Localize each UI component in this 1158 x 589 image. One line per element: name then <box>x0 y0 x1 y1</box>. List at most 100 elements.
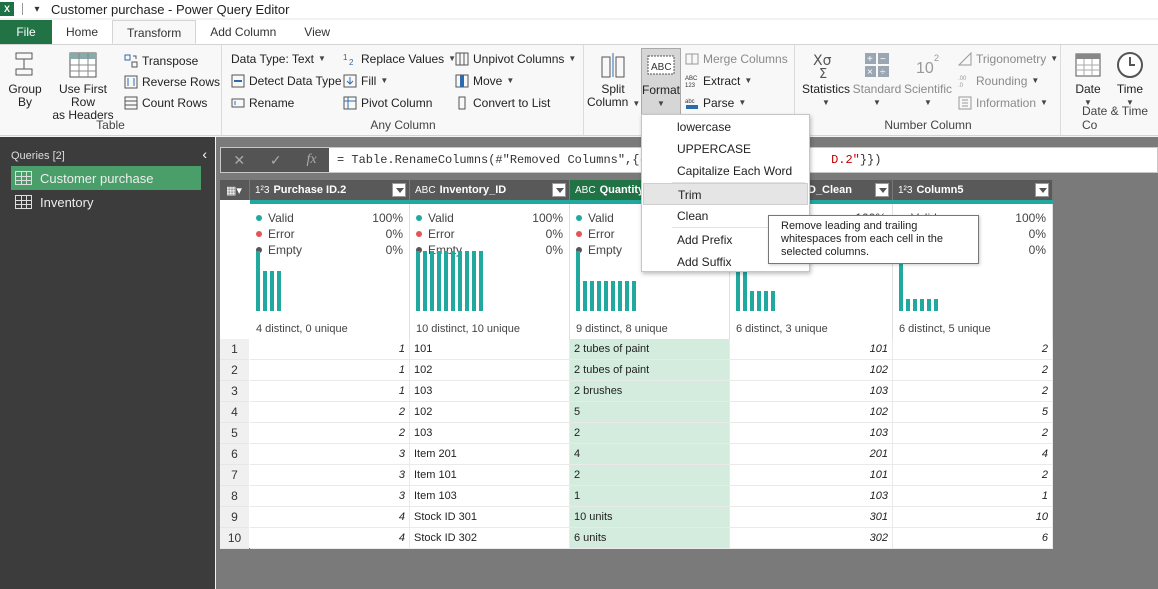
use-first-row-button[interactable]: Use First Row as Headers <box>46 51 120 122</box>
distribution-bar[interactable] <box>750 291 754 311</box>
table-cell[interactable]: 101 <box>730 339 893 360</box>
format-button[interactable]: ABC Format ▼ <box>641 48 681 116</box>
menu-item-clean[interactable]: Clean <box>677 209 709 223</box>
distribution-bar[interactable] <box>458 251 462 311</box>
table-cell[interactable]: 2 <box>250 423 410 444</box>
distribution-bar[interactable] <box>611 281 615 311</box>
menu-item-capitalize[interactable]: Capitalize Each Word <box>677 164 793 178</box>
information-button[interactable]: Information ▼ <box>958 93 1048 113</box>
distribution-bar[interactable] <box>437 251 441 311</box>
table-cell[interactable]: Item 201 <box>410 444 570 465</box>
distribution-bar[interactable] <box>263 271 267 311</box>
row-number[interactable]: 9 <box>220 507 249 528</box>
distribution-bar[interactable] <box>906 299 910 311</box>
menu-item-uppercase[interactable]: UPPERCASE <box>677 142 752 156</box>
statistics-button[interactable]: Χσ Σ Statistics ▼ <box>802 51 850 109</box>
filter-dropdown-icon[interactable] <box>875 183 889 197</box>
row-number[interactable]: 10 <box>220 528 249 549</box>
row-number[interactable]: 8 <box>220 486 249 507</box>
distribution-bar[interactable] <box>743 271 747 311</box>
column-header-inventory-id[interactable]: ABC Inventory_ID <box>410 180 570 200</box>
query-item-inventory[interactable]: Inventory <box>11 190 201 214</box>
table-cell[interactable]: 2 <box>893 381 1053 402</box>
distribution-bar[interactable] <box>479 251 483 311</box>
parse-button[interactable]: abc Parse ▼ <box>685 93 746 113</box>
table-cell[interactable]: 2 tubes of paint <box>570 339 730 360</box>
table-cell[interactable]: 103 <box>730 486 893 507</box>
menu-item-lowercase[interactable]: lowercase <box>677 120 732 134</box>
table-cell[interactable]: 2 brushes <box>570 381 730 402</box>
row-number[interactable]: 7 <box>220 465 249 486</box>
pivot-column-button[interactable]: Pivot Column <box>343 93 432 113</box>
table-cell[interactable]: 4 <box>250 528 410 549</box>
table-cell[interactable]: 1 <box>250 360 410 381</box>
distribution-bar[interactable] <box>277 271 281 311</box>
menu-item-add-suffix[interactable]: Add Suffix <box>677 255 732 269</box>
number-type-icon[interactable]: 1²3 <box>898 184 913 196</box>
table-cell[interactable]: 10 units <box>570 507 730 528</box>
rounding-button[interactable]: .00.0 Rounding ▼ <box>958 71 1039 91</box>
distribution-bar[interactable] <box>899 251 903 311</box>
menu-item-add-prefix[interactable]: Add Prefix <box>677 233 733 247</box>
query-item-customer-purchase[interactable]: Customer purchase <box>11 166 201 190</box>
reverse-rows-button[interactable]: Reverse Rows <box>124 72 220 92</box>
table-cell[interactable]: 5 <box>893 402 1053 423</box>
distribution-bar[interactable] <box>430 251 434 311</box>
table-cell[interactable]: 3 <box>250 465 410 486</box>
table-cell[interactable]: 2 <box>570 423 730 444</box>
distribution-bar[interactable] <box>423 251 427 311</box>
standard-button[interactable]: + − × ÷ Standard ▼ <box>852 51 902 109</box>
table-cell[interactable]: 1 <box>250 339 410 360</box>
distribution-bar[interactable] <box>444 251 448 311</box>
tab-file[interactable]: File <box>0 20 52 44</box>
table-cell[interactable]: 10 <box>893 507 1053 528</box>
table-cell[interactable]: 2 <box>893 339 1053 360</box>
table-cell[interactable]: 301 <box>730 507 893 528</box>
table-cell[interactable]: 1 <box>570 486 730 507</box>
table-cell[interactable]: 2 <box>250 402 410 423</box>
fill-button[interactable]: Fill ▼ <box>343 71 388 91</box>
merge-columns-button[interactable]: Merge Columns <box>685 49 788 69</box>
table-cell[interactable]: 4 <box>250 507 410 528</box>
distribution-bar[interactable] <box>604 281 608 311</box>
collapse-chevron-icon[interactable]: ‹ <box>202 146 207 162</box>
distribution-bar[interactable] <box>270 271 274 311</box>
date-button[interactable]: Date ▼ <box>1068 51 1108 109</box>
table-cell[interactable]: 3 <box>250 486 410 507</box>
row-number[interactable]: 4 <box>220 402 249 423</box>
distribution-bar[interactable] <box>632 281 636 311</box>
table-cell[interactable]: 2 <box>893 423 1053 444</box>
text-type-icon[interactable]: ABC <box>575 184 596 196</box>
distribution-bar[interactable] <box>625 281 629 311</box>
split-column-button[interactable]: Split Column ▼ <box>587 51 640 110</box>
table-cell[interactable]: 302 <box>730 528 893 549</box>
table-cell[interactable]: 4 <box>893 444 1053 465</box>
distribution-bar[interactable] <box>913 299 917 311</box>
distribution-bar[interactable] <box>920 299 924 311</box>
row-number[interactable]: 1 <box>220 339 249 360</box>
detect-data-type-button[interactable]: Detect Data Type <box>231 71 342 91</box>
distribution-bar[interactable] <box>757 291 761 311</box>
table-cell[interactable]: 6 <box>893 528 1053 549</box>
distribution-bar[interactable] <box>764 291 768 311</box>
extract-button[interactable]: ABC 123 Extract ▼ <box>685 71 752 91</box>
group-by-button[interactable]: Group By <box>6 51 44 109</box>
table-cell[interactable]: 4 <box>570 444 730 465</box>
filter-dropdown-icon[interactable] <box>1035 183 1049 197</box>
table-cell[interactable]: 2 <box>893 360 1053 381</box>
table-cell[interactable]: Stock ID 302 <box>410 528 570 549</box>
distribution-bar[interactable] <box>472 251 476 311</box>
row-number[interactable]: 6 <box>220 444 249 465</box>
cancel-icon[interactable]: ✕ <box>233 151 246 168</box>
table-cell[interactable]: 3 <box>250 444 410 465</box>
table-cell[interactable]: 103 <box>730 381 893 402</box>
distribution-bar[interactable] <box>583 281 587 311</box>
table-cell[interactable]: 103 <box>410 423 570 444</box>
distribution-bar[interactable] <box>934 299 938 311</box>
transpose-button[interactable]: Transpose <box>124 51 198 71</box>
table-cell[interactable]: 2 tubes of paint <box>570 360 730 381</box>
table-cell[interactable]: Item 101 <box>410 465 570 486</box>
distribution-bar[interactable] <box>771 291 775 311</box>
table-cell[interactable]: 6 units <box>570 528 730 549</box>
